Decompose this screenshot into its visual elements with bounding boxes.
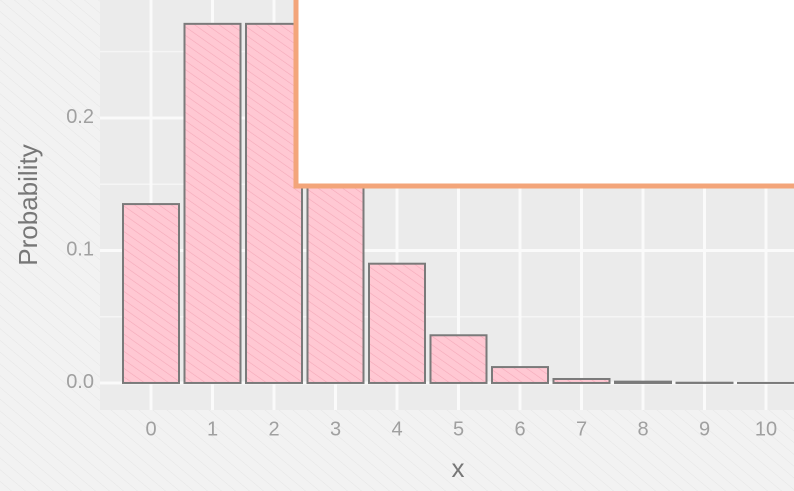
x-axis-title: x [452,453,465,483]
x-tick-label: 6 [514,418,525,440]
x-tick-label: 2 [268,418,279,440]
y-tick-label: 0.0 [66,371,94,393]
bar-hatch [183,22,242,384]
bar-hatch [491,366,549,384]
x-tick-label: 4 [391,418,402,440]
bar-hatch [429,334,488,384]
y-tick-label: 0.2 [66,106,94,128]
bar-hatch [552,377,611,384]
x-tick-label: 7 [576,418,587,440]
overlay-box [293,0,794,189]
x-tick-label: 10 [755,418,777,440]
x-tick-label: 1 [207,418,218,440]
bar-hatch [368,262,426,384]
y-axis-title: Probability [13,144,43,265]
bar-hatch [614,380,672,384]
x-tick-label: 8 [637,418,648,440]
bar-hatch [245,22,303,384]
x-tick-label: 9 [699,418,710,440]
bar-hatch [122,203,180,384]
x-tick-label: 5 [453,418,464,440]
x-tick-label: 3 [330,418,341,440]
y-tick-label: 0.1 [66,239,94,261]
x-tick-label: 0 [145,418,156,440]
